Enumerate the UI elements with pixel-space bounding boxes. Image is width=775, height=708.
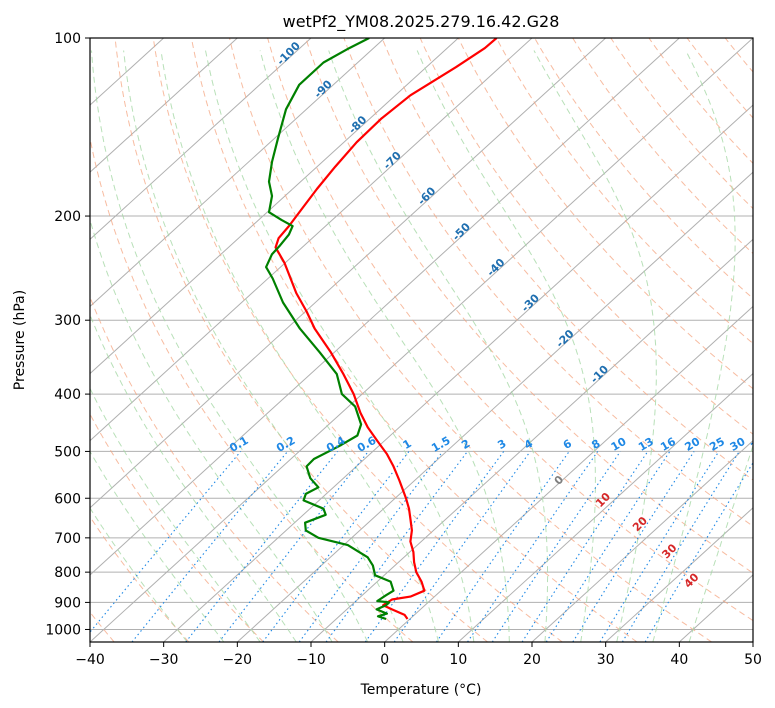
moist-adiabat <box>688 444 753 642</box>
dry-adiabat <box>457 38 753 390</box>
dry-adiabat <box>152 38 563 642</box>
y-tick-label: 700 <box>54 531 81 547</box>
dry-adiabat <box>381 38 753 481</box>
x-axis-title: Temperature (°C) <box>360 682 482 698</box>
x-tick-label: 20 <box>523 652 541 668</box>
moist-adiabat <box>91 50 369 642</box>
y-tick-label: 400 <box>54 387 81 403</box>
x-tick-label: 40 <box>670 652 688 668</box>
moist-adiabat <box>90 507 188 642</box>
dry-adiabat <box>648 38 753 165</box>
y-tick-label: 500 <box>54 444 81 460</box>
mixing-ratio-line <box>491 451 621 642</box>
mixing-ratio-label: 36 <box>748 435 768 454</box>
isotherm-line <box>384 305 753 642</box>
x-tick-label: 0 <box>380 652 389 668</box>
dry-adiabat <box>267 38 753 622</box>
moist-adiabat <box>90 387 261 642</box>
mixing-ratio-line <box>435 451 570 642</box>
y-tick-label: 200 <box>54 209 81 225</box>
isotherm-line <box>236 171 753 642</box>
temperature-trace <box>274 38 498 620</box>
dry-adiabat <box>90 515 190 642</box>
isotherm-line <box>457 372 753 642</box>
dry-adiabat <box>229 38 712 642</box>
dry-adiabat <box>90 413 264 642</box>
y-tick-label: 100 <box>54 31 81 47</box>
moist-adiabat <box>123 50 404 642</box>
x-tick-label: −20 <box>223 652 253 668</box>
isotherm-line <box>90 38 680 576</box>
isotherm-line <box>310 238 753 642</box>
y-tick-label: 300 <box>54 313 81 329</box>
moist-adiabat <box>533 50 657 642</box>
moist-adiabat <box>160 50 439 642</box>
x-tick-label: −40 <box>75 652 105 668</box>
x-tick-label: 10 <box>449 652 467 668</box>
mixing-ratio-line <box>545 451 671 642</box>
dry-adiabat <box>90 295 339 642</box>
dewpoint-trace <box>265 38 395 621</box>
y-tick-label: 600 <box>54 491 81 507</box>
moist-adiabat <box>259 50 510 642</box>
chart-title: wetPf2_YM08.2025.279.16.42.G28 <box>283 12 560 32</box>
isotherm-line <box>90 38 238 173</box>
moist-adiabat <box>328 50 549 642</box>
y-tick-label: 900 <box>54 595 81 611</box>
moist-adiabat <box>205 50 475 642</box>
isotherm-line <box>90 38 607 509</box>
y-tick-label: 1000 <box>45 622 81 638</box>
mixing-ratio-line <box>467 451 599 642</box>
y-axis-title: Pressure (hPa) <box>12 290 28 390</box>
x-tick-label: 30 <box>597 652 615 668</box>
x-tick-label: 50 <box>744 652 762 668</box>
mixing-ratio-line <box>572 451 695 642</box>
dry-adiabat <box>90 135 414 642</box>
axes: −40 −30 −20 −10 0 10 20 30 40 50 100 200 300 400 500 60… <box>45 31 762 668</box>
mixing-ratio-line <box>521 451 649 642</box>
dry-adiabat <box>572 38 753 255</box>
dry-adiabat <box>343 38 753 527</box>
isotherm-line <box>90 38 312 241</box>
isotherm-line <box>90 38 753 642</box>
moist-adiabat <box>90 450 225 642</box>
moist-adiabat <box>652 50 736 642</box>
dry-adiabat <box>495 38 753 345</box>
mixing-ratio-line <box>644 461 753 642</box>
isotherm-line <box>605 507 753 642</box>
mixing-ratio-line <box>262 451 410 642</box>
dry-adiabat <box>305 38 753 574</box>
x-tick-label: −10 <box>296 652 326 668</box>
mixing-ratio-line <box>393 451 531 642</box>
isotherm-line <box>90 38 386 308</box>
y-tick-label: 800 <box>54 565 81 581</box>
isotherm-line <box>90 38 459 375</box>
mixing-ratio-line <box>621 451 740 642</box>
mixing-ratio-line <box>599 451 720 642</box>
dry-adiabat <box>419 38 753 435</box>
dry-adiabat <box>190 38 638 642</box>
plot-frame <box>89 37 754 643</box>
mixing-ratio-line <box>185 451 339 642</box>
isotherm-line <box>531 439 753 642</box>
moist-adiabat <box>90 313 297 642</box>
dry-adiabat <box>114 38 488 642</box>
isotherm-line <box>90 38 533 442</box>
mixing-ratio-line <box>131 451 289 642</box>
x-tick-label: −30 <box>149 652 179 668</box>
isotherm-line <box>163 104 753 642</box>
plot-area <box>90 38 753 642</box>
